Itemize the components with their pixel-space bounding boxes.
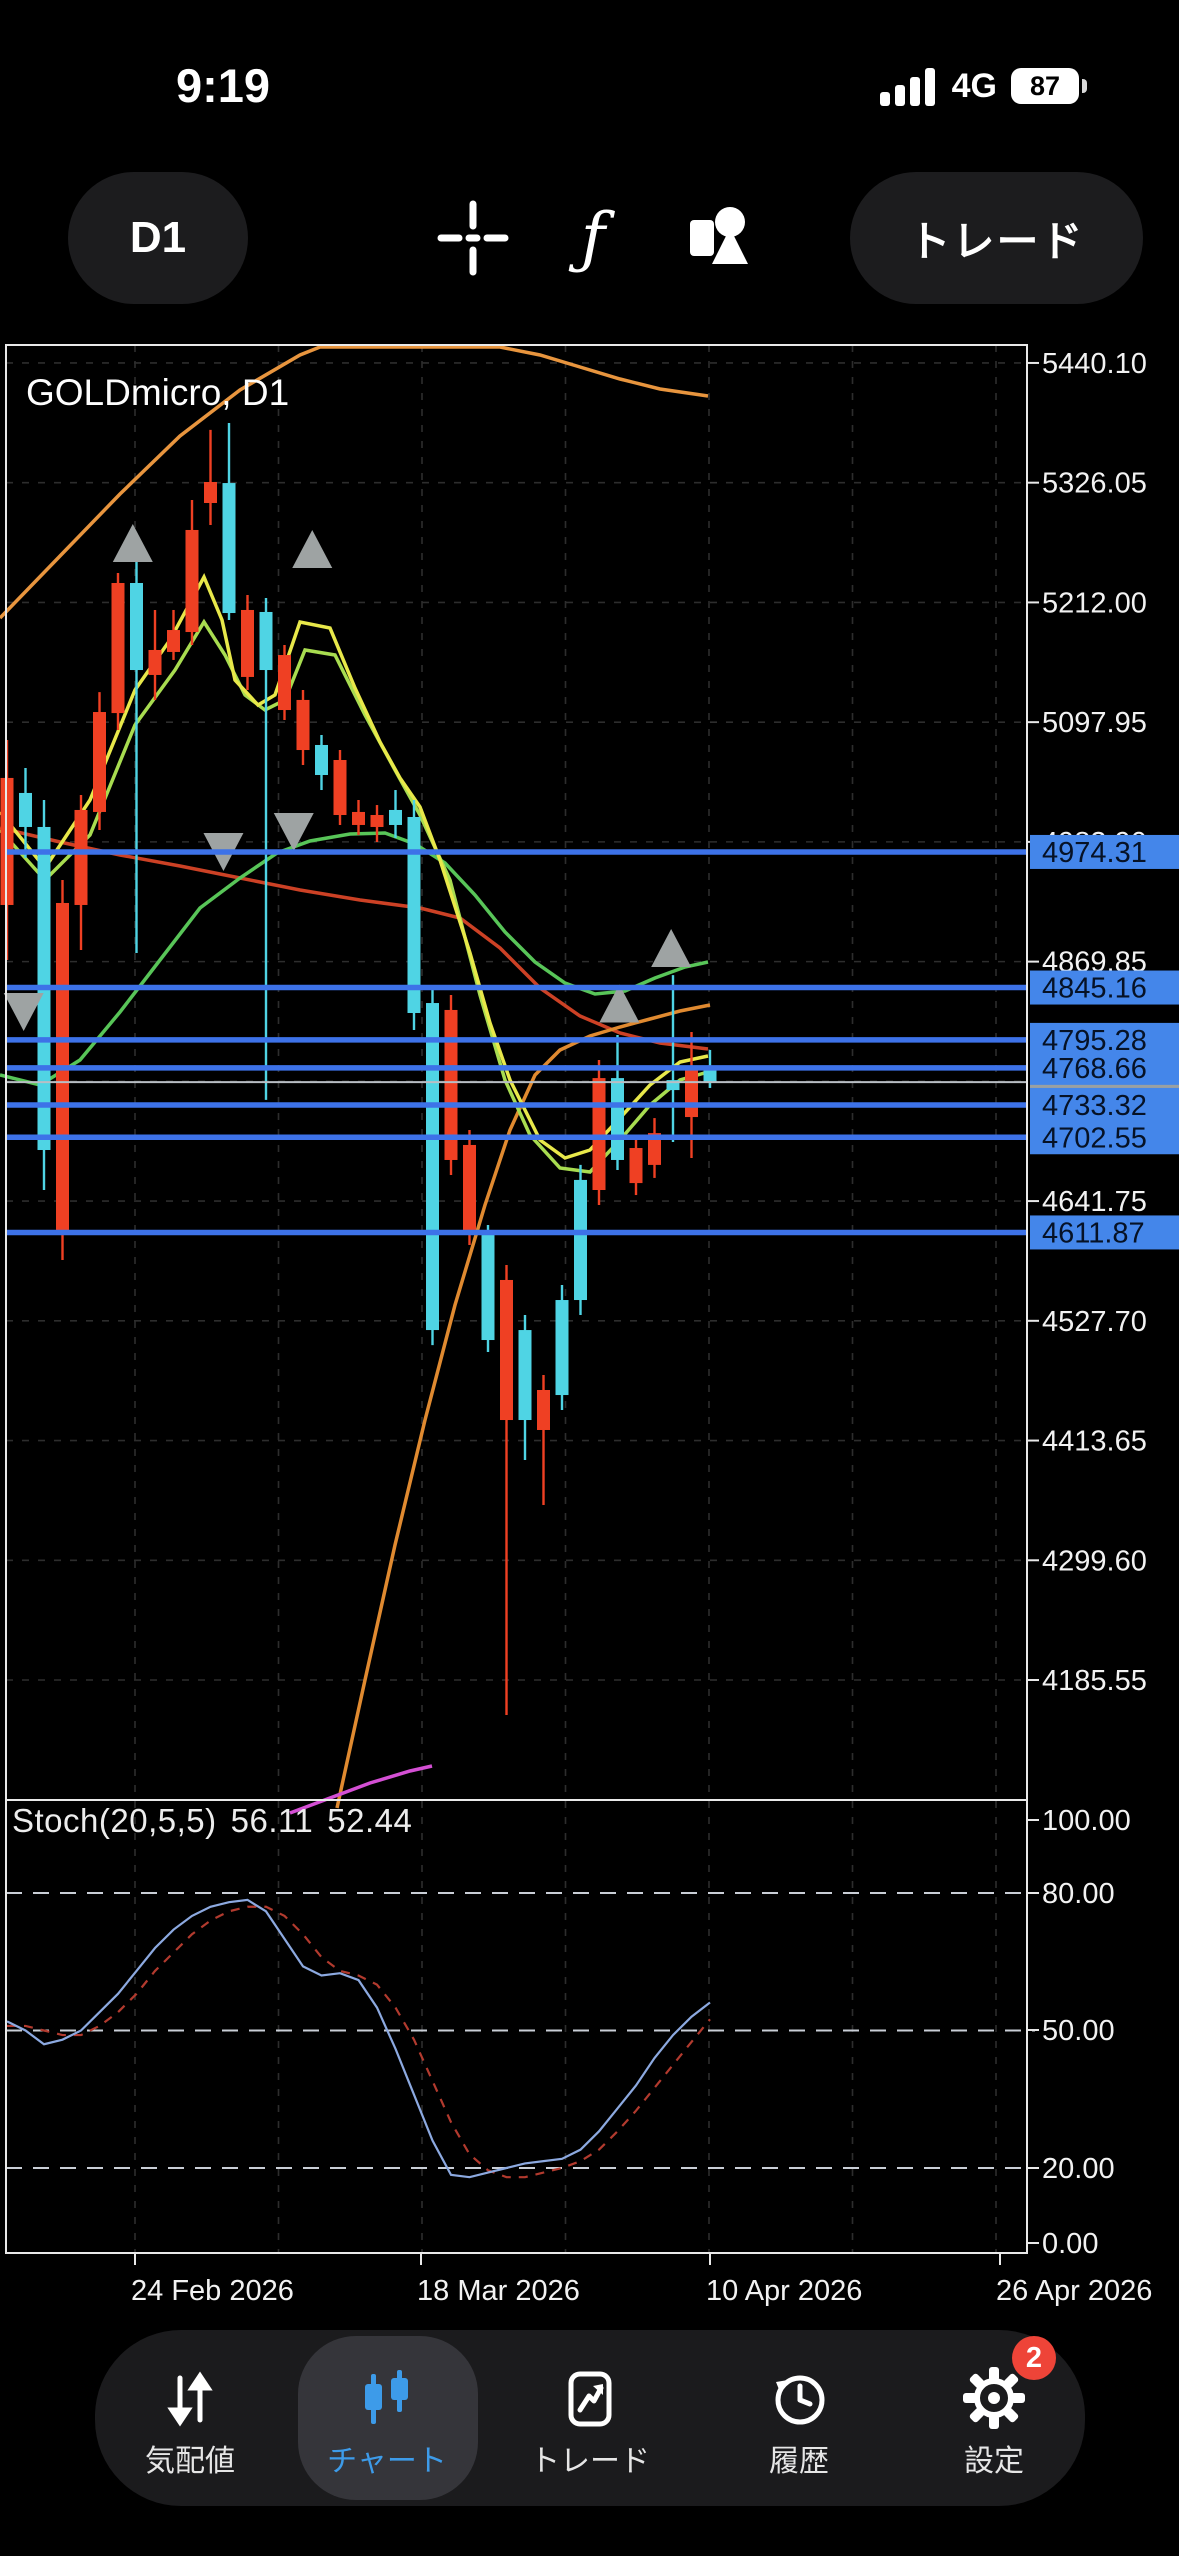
trade-chart-icon	[500, 2338, 680, 2430]
svg-text:20.00: 20.00	[1042, 2153, 1115, 2185]
status-right-cluster: 4G 87	[879, 66, 1087, 106]
nav-item-chart[interactable]: チャート	[297, 2338, 477, 2498]
battery-icon: 87	[1011, 68, 1087, 104]
svg-text:4299.60: 4299.60	[1042, 1545, 1147, 1577]
settings-badge: 2	[1012, 2336, 1056, 2380]
nav-label-history: 履歴	[769, 2445, 829, 2478]
svg-text:5440.10: 5440.10	[1042, 348, 1147, 380]
trade-button[interactable]: トレード	[850, 172, 1143, 304]
svg-text:18 Mar 2026: 18 Mar 2026	[417, 2275, 580, 2307]
quotes-arrows-icon	[100, 2338, 280, 2430]
signal-strength-icon	[879, 68, 935, 106]
function-icon[interactable]: ƒ	[553, 198, 633, 278]
nav-item-history[interactable]: 履歴	[709, 2338, 889, 2498]
svg-text:100.00: 100.00	[1042, 1805, 1131, 1837]
crosshair-icon[interactable]	[433, 198, 513, 278]
objects-icon[interactable]	[682, 198, 762, 278]
svg-text:4768.66: 4768.66	[1042, 1053, 1147, 1085]
svg-text:5326.05: 5326.05	[1042, 468, 1147, 500]
settings-gear-icon: 2	[904, 2336, 1084, 2430]
svg-text:5097.95: 5097.95	[1042, 707, 1147, 739]
svg-text:24 Feb 2026: 24 Feb 2026	[131, 2275, 294, 2307]
nav-item-quotes[interactable]: 気配値	[100, 2338, 280, 2498]
nav-item-settings[interactable]: 2 設定	[904, 2336, 1084, 2498]
nav-selected-background	[298, 2336, 478, 2500]
svg-text:4974.31: 4974.31	[1042, 837, 1147, 869]
svg-text:26 Apr 2026: 26 Apr 2026	[996, 2275, 1152, 2307]
svg-text:0.00: 0.00	[1042, 2228, 1098, 2260]
nav-label-quotes: 気配値	[145, 2445, 235, 2478]
svg-text:4641.75: 4641.75	[1042, 1186, 1147, 1218]
network-type: 4G	[951, 66, 997, 105]
stoch-d-value: 52.44	[327, 1802, 413, 1839]
nav-label-trade: トレード	[530, 2445, 650, 2478]
svg-text:50.00: 50.00	[1042, 2015, 1115, 2047]
candlestick-icon	[297, 2338, 477, 2430]
history-clock-icon	[709, 2338, 889, 2430]
svg-text:4845.16: 4845.16	[1042, 973, 1147, 1005]
svg-text:4611.87: 4611.87	[1042, 1217, 1145, 1249]
status-time: 9:19	[175, 59, 271, 112]
svg-text:10 Apr 2026: 10 Apr 2026	[706, 2275, 862, 2307]
nav-label-settings: 設定	[964, 2445, 1024, 2478]
svg-text:4733.32: 4733.32	[1042, 1090, 1147, 1122]
nav-label-chart: チャート	[327, 2445, 447, 2478]
svg-text:4702.55: 4702.55	[1042, 1122, 1147, 1154]
svg-text:4413.65: 4413.65	[1042, 1426, 1147, 1458]
svg-text:4527.70: 4527.70	[1042, 1306, 1147, 1338]
timeframe-button[interactable]: D1	[68, 172, 248, 304]
svg-text:5212.00: 5212.00	[1042, 587, 1147, 619]
chart-symbol-label: GOLDmicro, D1	[26, 372, 290, 413]
stoch-indicator-label: Stoch(20,5,5) 56.11 52.44	[12, 1802, 426, 1840]
battery-percent: 87	[1029, 70, 1061, 101]
svg-text:80.00: 80.00	[1042, 1878, 1115, 1910]
stoch-k-value: 56.11	[230, 1802, 314, 1839]
bottom-nav-bar	[95, 2330, 1085, 2506]
nav-item-trade[interactable]: トレード	[500, 2338, 680, 2498]
svg-text:4185.55: 4185.55	[1042, 1665, 1147, 1697]
stoch-name: Stoch(20,5,5)	[12, 1802, 217, 1839]
